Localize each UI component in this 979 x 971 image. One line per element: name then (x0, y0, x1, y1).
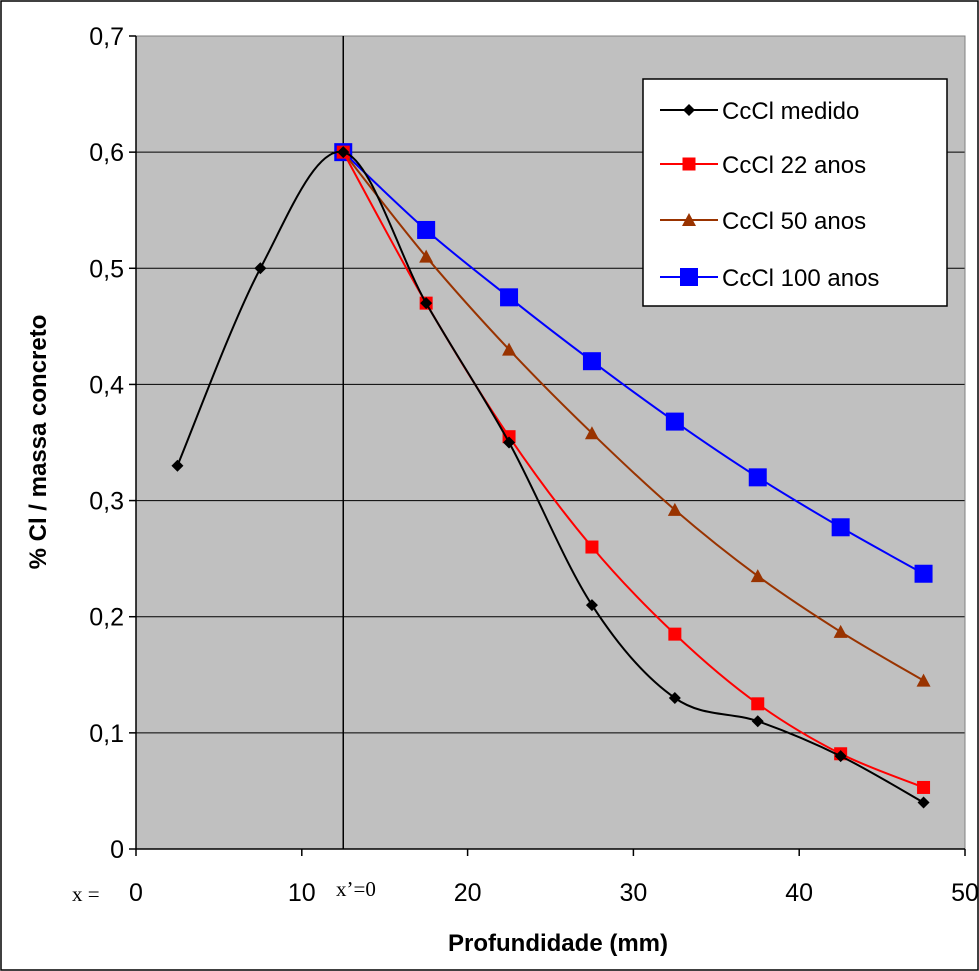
series-layer (171, 143, 933, 809)
x-tick-label-2: 20 (454, 879, 482, 907)
legend-marker-1 (682, 157, 696, 171)
tick-labels: 0 0,1 0,2 0,3 0,4 0,5 0,6 0,7 0 10 20 30 40 50 (89, 23, 979, 907)
series-1-point-3 (585, 540, 599, 554)
x-tick-label-4: 40 (785, 879, 813, 907)
series-0 (171, 146, 930, 809)
series-3-point-4 (665, 412, 684, 431)
x-origin-label: x = (72, 882, 100, 906)
series-1-point-4 (668, 627, 682, 641)
series-2-point-2 (502, 342, 517, 356)
x-tick-label-5: 50 (951, 879, 979, 907)
x-axis-title: Profundidade (mm) (448, 930, 668, 957)
series-2-point-1 (419, 249, 434, 263)
series-0-point-5 (585, 599, 598, 612)
y-tick-label-3: 0,3 (89, 488, 124, 516)
y-tick-label-4: 0,4 (89, 371, 124, 399)
x-tick-label-0: 0 (129, 879, 143, 907)
y-tick-label-2: 0,2 (89, 604, 124, 632)
legend-marker-0 (683, 104, 695, 116)
series-1-point-5 (751, 697, 765, 711)
series-0-point-3 (420, 297, 433, 310)
x-tick-label-3: 30 (619, 879, 647, 907)
legend-marker-2 (682, 213, 696, 226)
series-2-point-7 (916, 673, 931, 687)
series-3-point-1 (417, 220, 436, 239)
series-line-0 (176, 151, 924, 804)
series-3-point-6 (831, 518, 850, 537)
series-0-point-1 (254, 262, 267, 275)
y-tick-label-6: 0,6 (89, 139, 124, 167)
y-axis-title: % Cl / massa concreto (25, 315, 52, 570)
series-0-point-6 (668, 692, 681, 705)
series-3-point-3 (582, 352, 601, 371)
series-0-point-7 (751, 715, 764, 728)
series-2-point-4 (667, 502, 682, 516)
legend-marker-3 (680, 268, 698, 286)
legend-label-2: CcCl 50 anos (722, 208, 866, 235)
series-3-point-7 (914, 564, 933, 583)
x-prime-label: x’=0 (336, 877, 376, 901)
series-1-point-7 (917, 780, 931, 794)
legend-label-1: CcCl 22 anos (722, 152, 866, 179)
series-3-point-5 (748, 468, 767, 487)
y-tick-label-0: 0 (110, 836, 124, 864)
series-2-point-3 (584, 426, 599, 440)
y-tick-label-1: 0,1 (89, 720, 124, 748)
series-0-point-9 (917, 796, 930, 809)
series-0-point-2 (337, 146, 350, 159)
legend-label-3: CcCl 100 anos (722, 265, 879, 292)
y-tick-label-7: 0,7 (89, 23, 124, 51)
series-0-point-4 (503, 436, 516, 449)
legend-label-0: CcCl medido (722, 98, 859, 125)
series-3-point-2 (500, 288, 519, 307)
series-2-point-5 (750, 569, 765, 583)
series-0-point-0 (171, 459, 184, 472)
series-0-point-8 (834, 750, 847, 763)
series-2-point-6 (833, 624, 848, 638)
legend: CcCl medido CcCl 22 anos CcCl 50 anos CcCl … (642, 78, 948, 307)
x-tick-label-1: 10 (288, 879, 316, 907)
y-tick-label-5: 0,5 (89, 255, 124, 283)
axes (129, 35, 966, 856)
